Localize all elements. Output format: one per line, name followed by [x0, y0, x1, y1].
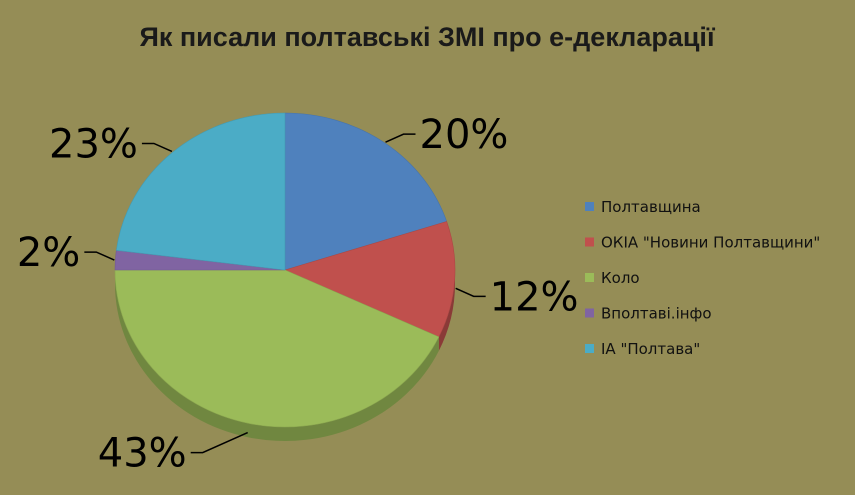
legend-swatch-3 [585, 308, 594, 318]
data-label-коло: 43% [98, 431, 187, 477]
pie-slice-іа-полтава [116, 112, 286, 271]
data-label-окіа-новини-полтавщини: 12% [490, 274, 579, 320]
legend-label-3: Вполтаві.інфо [601, 305, 712, 323]
data-label-полтавщина: 20% [420, 112, 509, 158]
leader-line-1 [455, 287, 486, 298]
legend-swatch-1 [585, 237, 594, 247]
pie-side-1 [438, 270, 455, 351]
legend-label-1: ОКІА "Новини Полтавщини" [601, 234, 820, 252]
chart-title: Як писали полтавські ЗМІ про е-деклараці… [139, 22, 716, 52]
legend-label-0: Полтавщина [601, 198, 701, 216]
pie-depth [115, 270, 455, 441]
leader-line-3 [84, 251, 115, 261]
leader-line-4 [141, 142, 173, 153]
legend-swatch-0 [585, 202, 594, 211]
pie-slices [114, 112, 456, 428]
legend-label-4: ІА "Полтава" [601, 340, 700, 358]
legend: Полтавщина ОКІА "Новини Полтавщини" Коло Вп… [585, 198, 820, 358]
pie-slice-полтавщина [284, 112, 448, 271]
leader-line-2 [190, 431, 249, 454]
legend-swatch-4 [585, 344, 594, 353]
pie-slice-коло [114, 269, 440, 428]
legend-label-2: Коло [601, 269, 640, 287]
leader-line-0 [385, 133, 416, 143]
pie-slice-окіа-новини-полтавщини [284, 221, 456, 338]
data-label-вполтаві-інфо: 2% [17, 230, 80, 276]
legend-swatch-2 [585, 273, 594, 282]
pie-data-labels: 20% 12% 43% 2% 23% [17, 112, 579, 476]
data-label-іа-полтава: 23% [49, 121, 138, 167]
